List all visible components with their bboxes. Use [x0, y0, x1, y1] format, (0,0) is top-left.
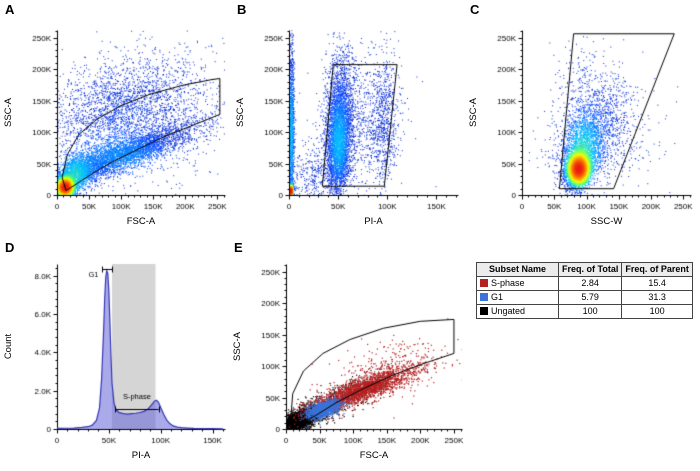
- panel-e: E SSC-A FSC-A: [231, 238, 469, 469]
- freq-of-parent-cell: 15.4: [621, 276, 693, 291]
- panel-a: A SSC-A FSC-A: [2, 0, 232, 235]
- panel-e-plot: [231, 238, 469, 469]
- subset-name-cell: G1: [476, 290, 559, 305]
- panel-a-letter: A: [5, 2, 15, 17]
- subset-color-swatch: [480, 279, 488, 287]
- freq-of-total-cell: 5.79: [557, 290, 623, 305]
- subset-color-swatch: [480, 293, 488, 301]
- panel-c: C SSC-A SSC-W: [467, 0, 698, 235]
- panel-b-letter: B: [237, 2, 247, 17]
- panel-d-plot: [2, 238, 232, 469]
- panel-b-y-axis: SSC-A: [234, 30, 248, 195]
- panel-e-y-axis: SSC-A: [231, 264, 245, 429]
- panel-a-plot: [2, 0, 232, 235]
- panel-a-x-axis-label: FSC-A: [126, 216, 156, 227]
- panel-b-x-axis-label: PI-A: [364, 216, 383, 227]
- panel-e-letter: E: [234, 240, 243, 255]
- panel-c-plot: [467, 0, 698, 235]
- freq-of-total-cell: 2.84: [557, 276, 623, 291]
- legend-row: Ungated 100 100: [476, 304, 693, 319]
- panel-e-y-axis-label: SSC-A: [232, 331, 244, 362]
- freq-of-total-cell: 100: [557, 304, 623, 319]
- subset-color-swatch: [480, 307, 488, 315]
- legend-header-row: Subset Name Freq. of Total Freq. of Parent: [476, 262, 693, 277]
- panel-b-y-axis-label: SSC-A: [235, 97, 247, 128]
- panel-c-x-axis-label: SSC-W: [590, 216, 623, 227]
- panel-e-x-axis-label: FSC-A: [359, 450, 389, 461]
- subset-name-cell: S-phase: [476, 276, 559, 291]
- panel-d: D Count PI-A: [2, 238, 232, 469]
- legend-row: G1 5.79 31.3: [476, 290, 693, 305]
- subset-name-cell: Ungated: [476, 304, 559, 319]
- freq-of-parent-cell: 31.3: [621, 290, 693, 305]
- subset-legend-table: Subset Name Freq. of Total Freq. of Parent…: [476, 262, 693, 319]
- panel-d-x-axis-label: PI-A: [131, 450, 151, 461]
- panel-a-y-axis: SSC-A: [2, 30, 16, 195]
- panel-d-letter: D: [5, 240, 15, 255]
- panel-b: B SSC-A PI-A: [234, 0, 465, 235]
- panel-d-y-axis: Count: [2, 264, 16, 429]
- panel-c-letter: C: [470, 2, 480, 17]
- legend-row: S-phase 2.84 15.4: [476, 276, 693, 291]
- freq-of-parent-cell: 100: [621, 304, 693, 319]
- panel-b-plot: [234, 0, 465, 235]
- legend-header-cell: Freq. of Parent: [621, 262, 693, 277]
- legend-header-cell: Freq. of Total: [557, 262, 623, 277]
- panel-d-y-axis-label: Count: [3, 333, 15, 360]
- panel-a-y-axis-label: SSC-A: [3, 97, 15, 128]
- legend-header-cell: Subset Name: [476, 262, 559, 277]
- panel-c-y-axis: SSC-A: [467, 30, 481, 195]
- panel-c-y-axis-label: SSC-A: [468, 97, 480, 128]
